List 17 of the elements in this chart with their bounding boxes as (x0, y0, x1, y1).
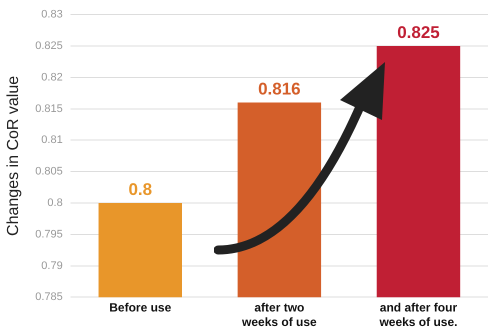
y-tick-label: 0.795 (35, 228, 63, 240)
x-tick-label: Before use (109, 300, 172, 315)
y-tick-label: 0.805 (35, 166, 63, 178)
data-label: 0.825 (397, 23, 440, 42)
y-tick-label: 0.83 (41, 8, 63, 21)
y-tick-label: 0.815 (35, 102, 63, 115)
y-tick-label: 0.8 (47, 197, 63, 210)
data-label: 0.8 (128, 180, 152, 200)
y-tick-label: 0.82 (41, 71, 63, 84)
x-tick-label: after two weeks of use (241, 300, 318, 330)
x-tick-label: and after four weeks of use. (378, 300, 458, 330)
data-label: 0.816 (258, 80, 301, 99)
y-tick-label: 0.81 (41, 134, 63, 146)
y-tick-label: 0.79 (41, 260, 63, 272)
y-axis-title: Changes in CoR value (5, 76, 22, 236)
y-tick-label: 0.785 (35, 291, 63, 304)
y-tick-label: 0.825 (35, 40, 63, 52)
